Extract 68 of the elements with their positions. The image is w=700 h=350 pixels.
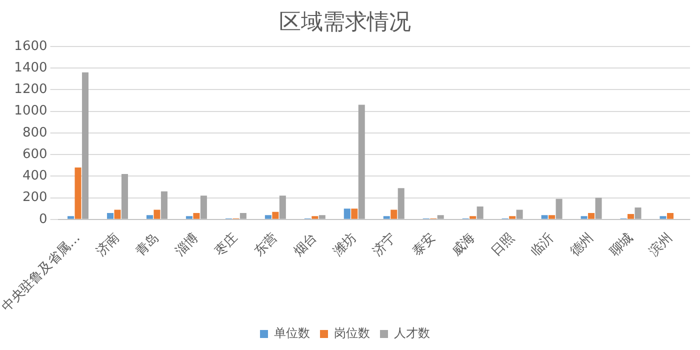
bar bbox=[548, 215, 556, 219]
bar bbox=[107, 212, 114, 219]
bar bbox=[390, 210, 398, 219]
x-tick-label: 烟台 bbox=[291, 230, 320, 260]
bar bbox=[121, 174, 128, 219]
bar bbox=[588, 212, 595, 219]
bar bbox=[556, 198, 562, 219]
bar bbox=[437, 215, 444, 219]
y-tick-label: 1400 bbox=[14, 60, 48, 76]
bar bbox=[154, 210, 160, 219]
x-tick-label: 中央驻鲁及省属… bbox=[0, 230, 84, 315]
x-tick-label: 日照 bbox=[488, 230, 518, 260]
bar bbox=[516, 210, 523, 219]
bar bbox=[628, 214, 634, 219]
bar bbox=[470, 216, 476, 219]
y-tick-label: 600 bbox=[22, 146, 48, 162]
bar bbox=[476, 206, 484, 219]
x-tick-label: 威海 bbox=[449, 230, 478, 260]
bar bbox=[383, 216, 390, 219]
legend-label: 岗位数 bbox=[334, 326, 370, 340]
x-tick-label: 东营 bbox=[252, 230, 281, 260]
x-tick-label: 泰安 bbox=[408, 230, 439, 260]
y-tick-label: 1200 bbox=[14, 82, 48, 98]
bar bbox=[186, 216, 192, 219]
bar bbox=[264, 215, 272, 219]
x-tick-label: 济南 bbox=[94, 230, 123, 260]
bar bbox=[351, 208, 358, 219]
bar bbox=[541, 215, 548, 219]
y-tick-label: 1000 bbox=[14, 104, 48, 119]
x-tick-label: 淄博 bbox=[172, 230, 202, 260]
bar bbox=[272, 212, 279, 219]
bar bbox=[318, 215, 326, 219]
bar bbox=[634, 208, 642, 219]
y-tick-label: 200 bbox=[22, 190, 48, 206]
bar bbox=[509, 216, 516, 219]
bar bbox=[279, 196, 286, 219]
x-tick-label: 聊城 bbox=[607, 230, 636, 260]
bar bbox=[74, 168, 82, 219]
x-tick-label: 济宁 bbox=[369, 230, 400, 260]
bar bbox=[312, 216, 318, 219]
bar bbox=[398, 188, 404, 219]
bar bbox=[82, 72, 89, 219]
x-tick-label: 青岛 bbox=[133, 230, 162, 260]
bar bbox=[660, 216, 666, 219]
x-tick-label: 德州 bbox=[568, 230, 597, 260]
legend-label: 单位数 bbox=[274, 326, 310, 340]
bar bbox=[68, 216, 74, 219]
legend-label: 人才数 bbox=[394, 326, 430, 340]
y-tick-label: 800 bbox=[22, 125, 48, 140]
bar bbox=[160, 191, 168, 219]
y-tick-label: 1600 bbox=[14, 38, 48, 54]
x-tick-label: 潍坊 bbox=[330, 230, 360, 260]
bar bbox=[667, 212, 674, 219]
bar bbox=[200, 196, 207, 219]
x-tick-label: 临沂 bbox=[528, 230, 558, 260]
bar bbox=[146, 215, 153, 219]
bar bbox=[193, 212, 200, 219]
chart-title: 区域需求情况 bbox=[279, 10, 411, 35]
bar bbox=[595, 198, 602, 219]
bar bbox=[344, 208, 350, 219]
x-tick-label: 滨州 bbox=[646, 230, 676, 260]
y-tick-label: 0 bbox=[38, 212, 48, 227]
bar bbox=[240, 212, 246, 219]
x-tick-label: 枣庄 bbox=[212, 230, 242, 260]
bar bbox=[580, 216, 588, 219]
bar bbox=[114, 210, 121, 219]
y-tick-label: 400 bbox=[22, 168, 48, 184]
bar bbox=[358, 104, 365, 219]
